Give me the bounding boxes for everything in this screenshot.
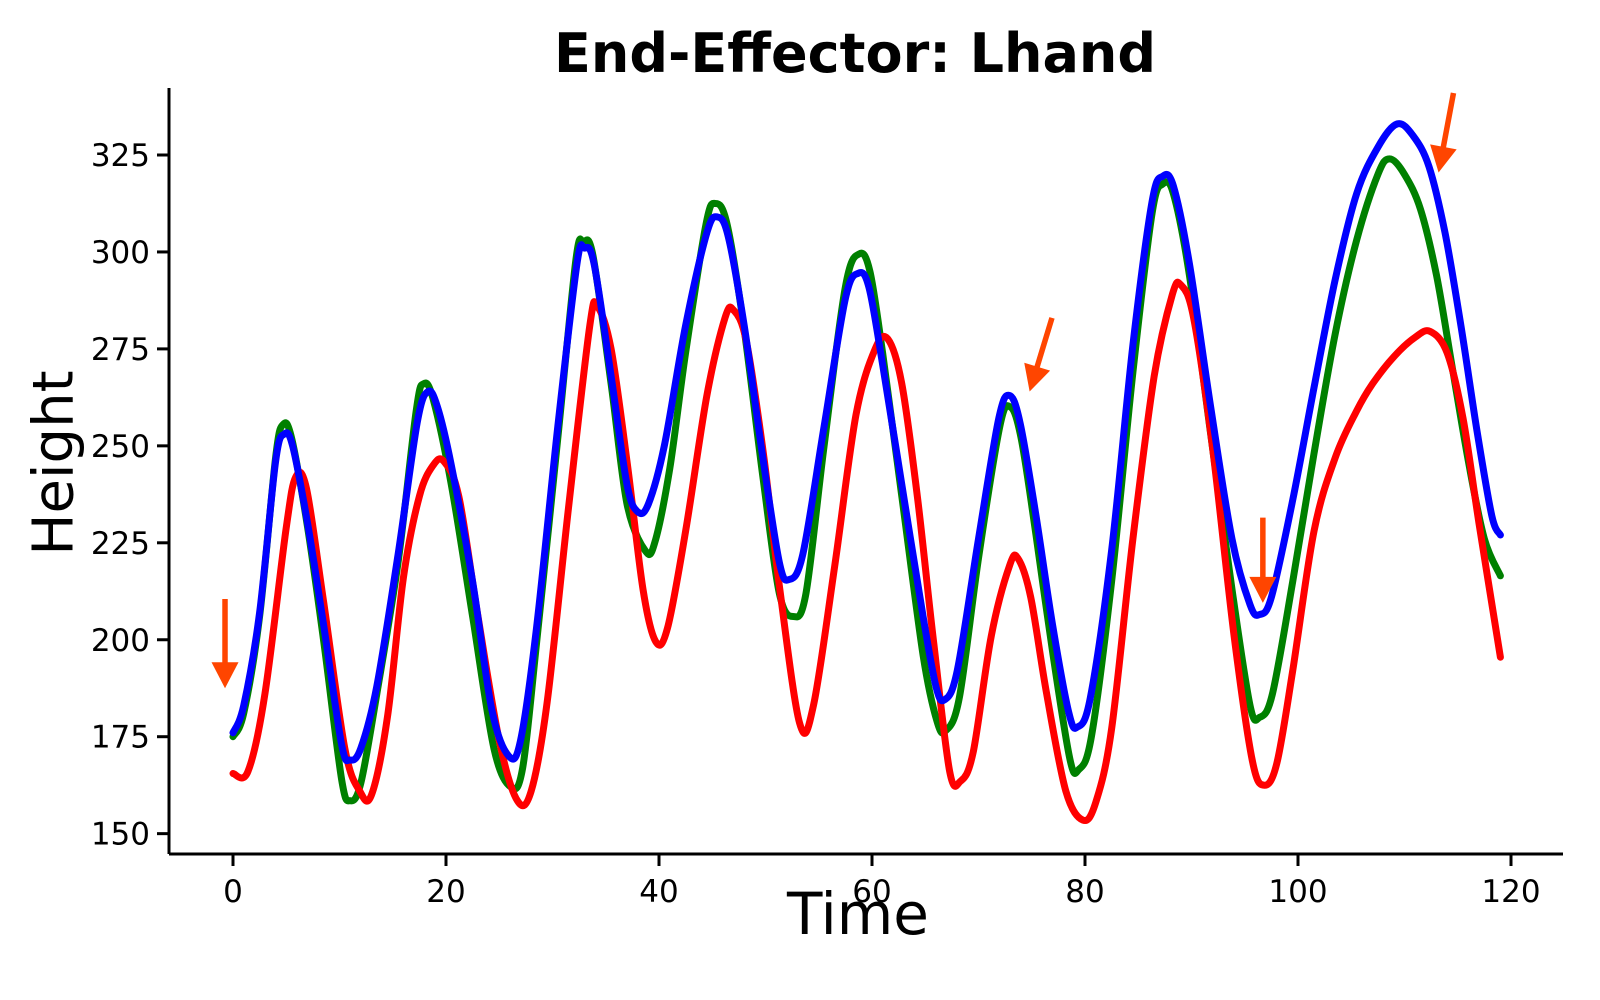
x-tick-label-3: 60: [852, 874, 891, 910]
x-tick-label-6: 120: [1481, 874, 1540, 910]
annotation-arrow-end-peak-head: [1430, 144, 1457, 173]
x-tick-label-4: 80: [1065, 874, 1104, 910]
y-tick-label-5: 275: [91, 332, 150, 368]
x-axis-label: Time: [787, 880, 929, 948]
annotation-arrow-mid-peak-head: [1024, 362, 1051, 392]
annotation-arrow-mid-peak-shaft: [1033, 317, 1055, 370]
y-tick-label-2: 200: [91, 623, 150, 659]
y-tick-label-4: 250: [91, 429, 150, 465]
y-tick-label-6: 300: [91, 235, 150, 271]
y-axis-label: Height: [21, 370, 87, 556]
y-tick-label-0: 150: [91, 817, 150, 853]
x-tick-label-2: 40: [639, 874, 678, 910]
x-tick-label-5: 100: [1268, 874, 1327, 910]
chart-title: End-Effector: Lhand: [554, 22, 1156, 85]
series-red-line: [229, 278, 1504, 824]
x-tick-label-0: 0: [223, 874, 243, 910]
annotation-arrow-end-peak-shaft: [1440, 92, 1457, 150]
y-tick-label-3: 225: [91, 526, 150, 562]
y-tick-label-7: 325: [91, 138, 150, 174]
series-blue-line: [229, 120, 1504, 765]
y-tick-label-1: 175: [91, 720, 150, 756]
annotation-arrow-start-head: [211, 662, 239, 689]
x-tick-label-1: 20: [426, 874, 465, 910]
annotation-arrow-mid-trough-head: [1249, 576, 1277, 603]
